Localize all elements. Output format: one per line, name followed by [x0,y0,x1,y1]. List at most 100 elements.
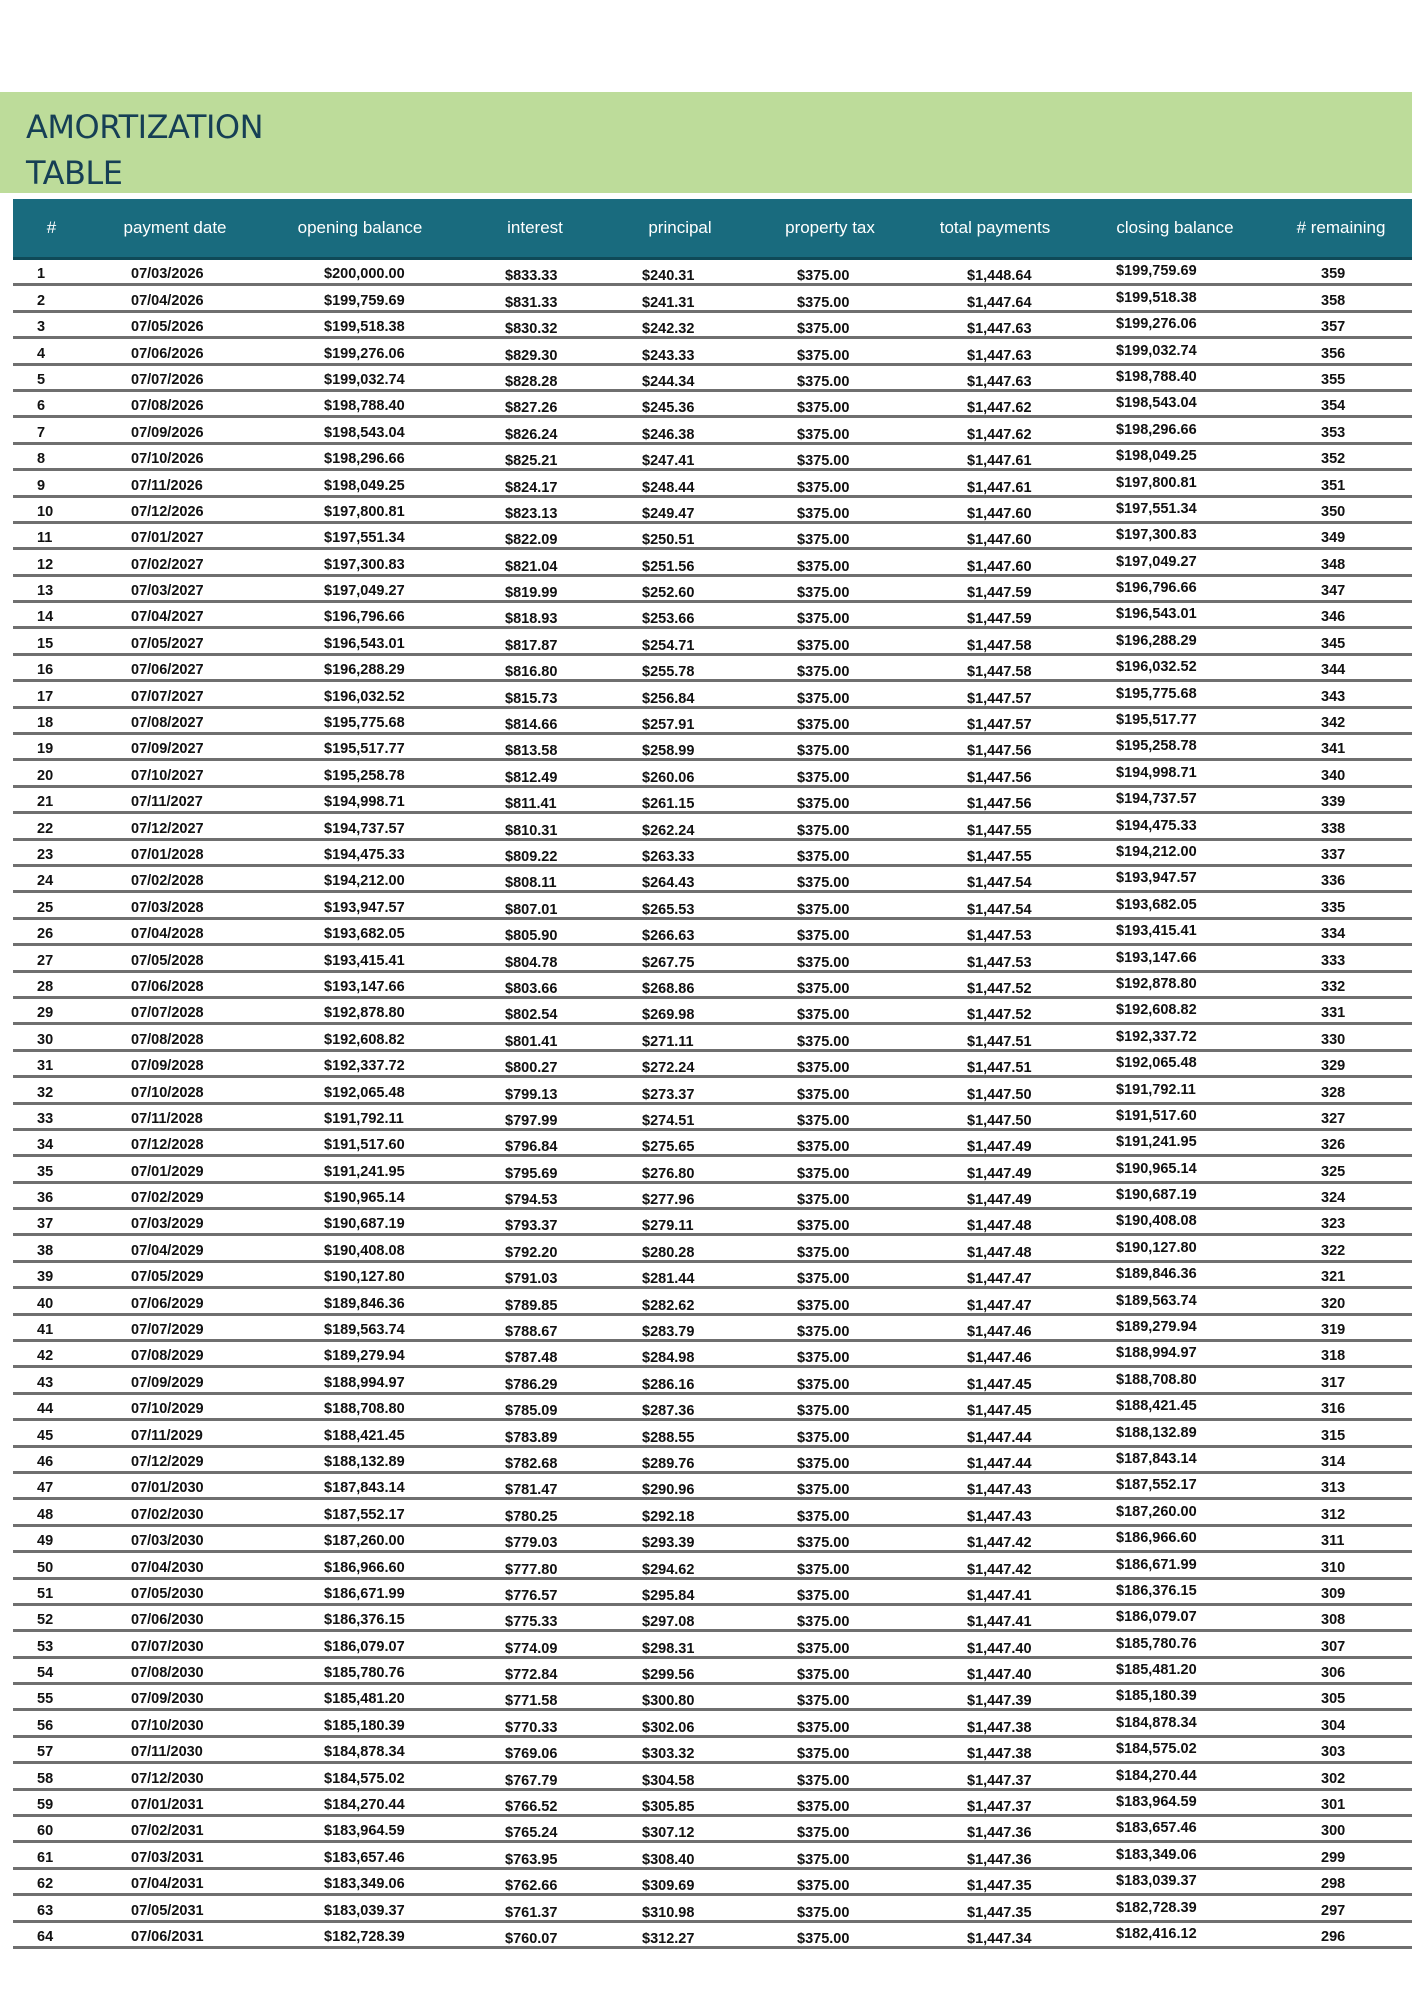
cell-property-tax: $375.00 [797,268,850,285]
cell-principal: $249.47 [642,505,695,522]
cell-total-payments: $1,447.57 [967,717,1032,734]
cell-total-payments: $1,447.45 [967,1403,1032,1420]
cell-total-payments: $1,447.60 [967,558,1032,575]
cell-opening-balance: $188,708.80 [324,1401,405,1418]
cell-payment-date: 07/02/2029 [131,1190,204,1207]
cell-number: 48 [37,1506,54,1523]
cell-number: 7 [37,424,46,441]
cell-interest: $809.22 [505,848,558,865]
cell-interest: $761.37 [505,1904,558,1921]
cell-closing-balance: $199,759.69 [1116,263,1197,280]
cell-closing-balance: $188,421.45 [1116,1398,1197,1415]
cell-opening-balance: $197,551.34 [324,530,405,547]
cell-principal: $309.69 [642,1878,695,1895]
cell-total-payments: $1,447.55 [967,822,1032,839]
cell-closing-balance: $193,415.41 [1116,923,1197,940]
cell-property-tax: $375.00 [797,373,850,390]
cell-remaining: 321 [1321,1269,1346,1286]
cell-property-tax: $375.00 [797,1878,850,1895]
table-row: 31 07/09/2028 $192,337.72 $800.27 $272.24 $37… [13,1052,1412,1079]
cell-principal: $263.33 [642,848,695,865]
cell-total-payments: $1,447.39 [967,1693,1032,1710]
cell-total-payments: $1,447.48 [967,1244,1032,1261]
cell-property-tax: $375.00 [797,954,850,971]
cell-property-tax: $375.00 [797,426,850,443]
cell-opening-balance: $186,671.99 [324,1585,405,1602]
cell-property-tax: $375.00 [797,1297,850,1314]
cell-property-tax: $375.00 [797,1587,850,1604]
cell-interest: $763.95 [505,1851,558,1868]
table-row: 21 07/11/2027 $194,998.71 $811.41 $261.15 $37… [13,788,1412,815]
cell-payment-date: 07/09/2026 [131,424,204,441]
cell-principal: $240.31 [642,268,695,285]
cell-opening-balance: $195,258.78 [324,767,405,784]
cell-number: 4 [37,345,46,362]
cell-total-payments: $1,447.58 [967,664,1032,681]
cell-payment-date: 07/03/2031 [131,1849,204,1866]
cell-principal: $242.32 [642,321,695,338]
cell-interest: $802.54 [505,1007,558,1024]
cell-total-payments: $1,447.50 [967,1086,1032,1103]
cell-principal: $312.27 [642,1931,695,1947]
cell-number: 34 [37,1137,54,1154]
cell-remaining: 338 [1321,820,1346,837]
cell-opening-balance: $183,964.59 [324,1823,405,1840]
cell-interest: $780.25 [505,1508,558,1525]
cell-payment-date: 07/10/2028 [131,1084,204,1101]
cell-opening-balance: $188,421.45 [324,1427,405,1444]
cell-closing-balance: $193,947.57 [1116,870,1197,887]
cell-property-tax: $375.00 [797,822,850,839]
cell-principal: $258.99 [642,743,695,760]
cell-principal: $273.37 [642,1086,695,1103]
table-row: 36 07/02/2029 $190,965.14 $794.53 $277.96 $37… [13,1184,1412,1211]
cell-number: 41 [37,1322,54,1339]
cell-remaining: 336 [1321,873,1346,890]
cell-opening-balance: $198,543.04 [324,424,405,441]
cell-remaining: 335 [1321,899,1346,916]
cell-interest: $823.13 [505,505,558,522]
cell-number: 51 [37,1585,54,1602]
cell-remaining: 332 [1321,978,1346,995]
cell-closing-balance: $199,276.06 [1116,316,1197,333]
cell-remaining: 327 [1321,1110,1346,1127]
cell-principal: $262.24 [642,822,695,839]
cell-number: 50 [37,1559,54,1576]
cell-opening-balance: $183,657.46 [324,1849,405,1866]
cell-closing-balance: $190,687.19 [1116,1187,1197,1204]
cell-opening-balance: $194,212.00 [324,873,405,890]
cell-opening-balance: $189,563.74 [324,1322,405,1339]
cell-closing-balance: $188,132.89 [1116,1424,1197,1441]
cell-interest: $830.32 [505,321,558,338]
cell-interest: $792.20 [505,1244,558,1261]
cell-principal: $286.16 [642,1376,695,1393]
cell-interest: $782.68 [505,1455,558,1472]
cell-remaining: 298 [1321,1876,1346,1893]
cell-principal: $274.51 [642,1112,695,1129]
cell-payment-date: 07/04/2029 [131,1242,204,1259]
cell-remaining: 309 [1321,1585,1346,1602]
cell-property-tax: $375.00 [797,1614,850,1631]
cell-closing-balance: $191,517.60 [1116,1107,1197,1124]
cell-property-tax: $375.00 [797,1350,850,1367]
cell-total-payments: $1,447.56 [967,769,1032,786]
cell-property-tax: $375.00 [797,1746,850,1763]
cell-closing-balance: $194,998.71 [1116,764,1197,781]
cell-interest: $821.04 [505,558,558,575]
cell-closing-balance: $197,551.34 [1116,500,1197,517]
cell-principal: $292.18 [642,1508,695,1525]
cell-interest: $811.41 [505,796,557,813]
cell-number: 47 [37,1480,54,1497]
cell-remaining: 345 [1321,635,1346,652]
cell-interest: $827.26 [505,400,558,417]
cell-principal: $251.56 [642,558,695,575]
table-row: 12 07/02/2027 $197,300.83 $821.04 $251.56 $37… [13,550,1412,577]
cell-payment-date: 07/09/2030 [131,1691,204,1708]
cell-payment-date: 07/04/2028 [131,926,204,943]
cell-total-payments: $1,447.35 [967,1878,1032,1895]
cell-property-tax: $375.00 [797,1508,850,1525]
cell-principal: $268.86 [642,980,695,997]
cell-number: 32 [37,1084,54,1101]
cell-total-payments: $1,447.60 [967,505,1032,522]
cell-property-tax: $375.00 [797,1112,850,1129]
table-row: 23 07/01/2028 $194,475.33 $809.22 $263.33 $37… [13,841,1412,867]
